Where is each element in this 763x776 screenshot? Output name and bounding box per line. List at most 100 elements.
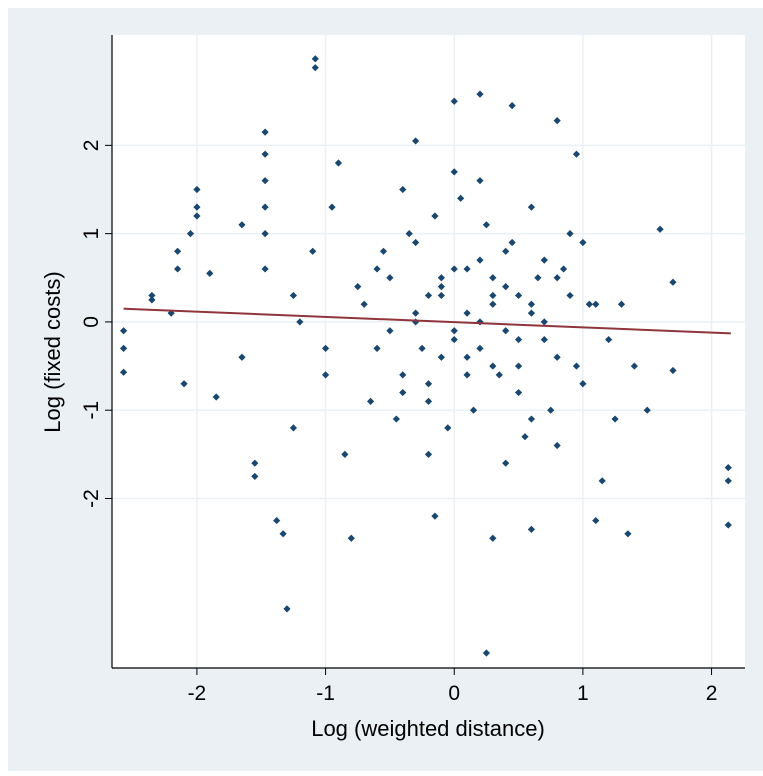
point [450,168,458,176]
point [514,388,523,397]
point [437,274,445,282]
point [469,406,478,414]
point [354,283,362,291]
x-tick-label: -1 [316,682,335,705]
point [476,177,484,185]
point [450,97,458,105]
point [669,278,677,286]
point [251,459,259,467]
point [424,397,433,405]
point [373,265,381,273]
point [238,221,246,229]
point [611,415,619,423]
y-tick-label: 2 [80,140,103,152]
point [399,371,407,379]
point [502,283,510,291]
point [630,362,638,370]
y-axis-title: Log (fixed costs) [40,271,65,432]
point [605,335,613,344]
point [321,344,330,353]
y-tick-label: -2 [80,489,103,508]
point [656,225,664,233]
point [174,265,182,273]
point [476,90,484,98]
point [572,150,581,158]
point [119,368,128,376]
point [508,102,516,110]
point [482,221,490,229]
point [283,605,291,613]
x-tick-label: 2 [706,682,718,705]
point [261,265,269,273]
point [489,534,497,542]
point [489,274,497,282]
point [495,371,503,379]
y-tick-label: 0 [80,316,103,328]
point [206,269,214,277]
point [431,512,439,520]
point [174,247,182,255]
point [482,649,490,657]
point [261,128,269,136]
point [566,291,574,300]
point [553,441,561,450]
point [669,366,677,375]
point [238,353,246,361]
point [553,353,561,361]
point [489,362,497,370]
point [476,256,484,264]
point [373,344,381,353]
point [289,424,298,432]
point [148,296,156,304]
point [311,64,319,72]
point [592,516,600,525]
point [399,388,407,397]
point [412,309,420,317]
point [386,327,394,335]
point [412,137,420,145]
point [261,150,269,158]
point [437,291,445,300]
point [437,283,445,291]
point [328,203,336,211]
point [617,300,626,308]
point [547,406,555,414]
point [193,185,201,194]
point [279,530,287,538]
point [180,380,188,388]
point [489,291,497,300]
point [540,335,548,344]
point [534,274,542,282]
point [540,256,548,264]
point [643,406,651,414]
point [572,362,581,370]
point [553,117,561,125]
point [424,450,433,458]
point [379,247,388,255]
point [527,203,536,211]
point [309,247,317,255]
point [463,371,471,379]
point [724,477,732,485]
marks [119,55,732,657]
point [553,274,561,282]
point [579,238,587,247]
point [457,194,465,202]
point [540,318,548,326]
point [424,380,433,388]
point [360,300,368,308]
fit-line [123,307,731,335]
point [392,415,400,423]
point [521,433,529,441]
point [289,291,298,300]
point [311,55,319,63]
point [296,318,304,326]
point [724,521,732,529]
point [261,230,269,238]
point [273,516,281,525]
x-tick-label: -2 [188,682,207,705]
point [527,300,536,308]
point [450,335,458,344]
point [119,344,128,353]
